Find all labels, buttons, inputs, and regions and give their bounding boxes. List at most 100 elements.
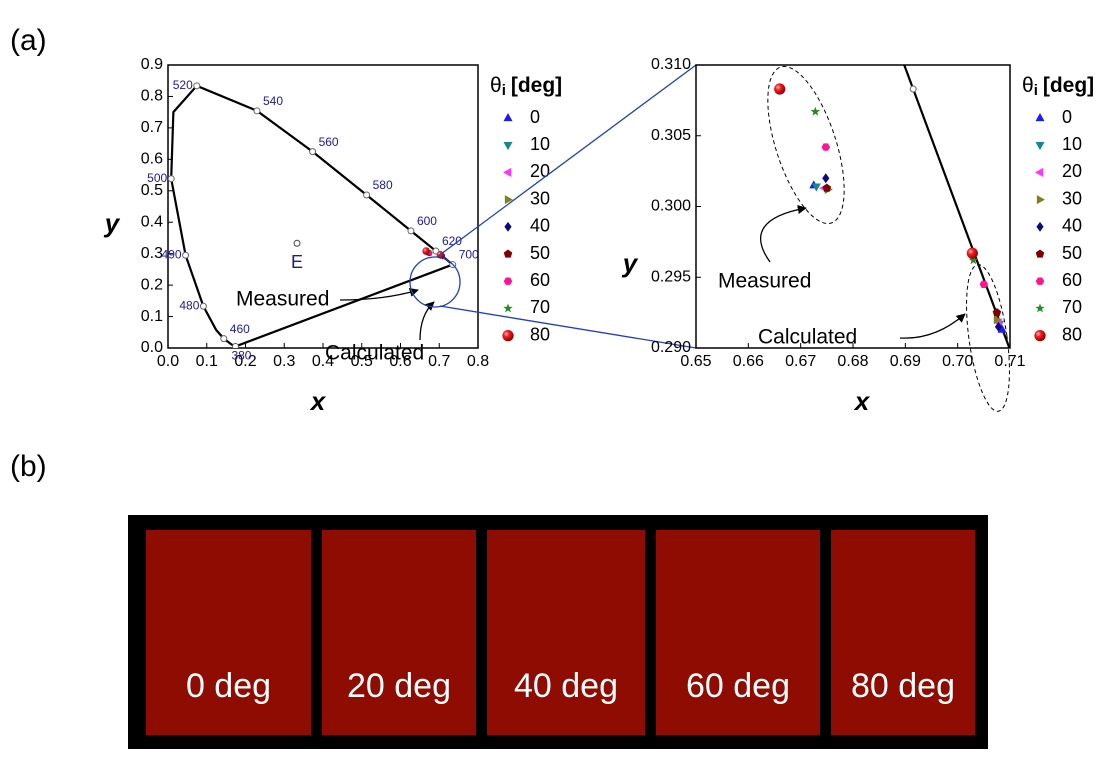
legend-title: θi[deg] (1022, 74, 1094, 99)
legend-marker (504, 250, 513, 258)
annotation: Calculated (758, 326, 857, 349)
wavelength-label: 560 (319, 135, 339, 149)
panel-label: (b) (10, 450, 47, 483)
legend-label: 10 (530, 134, 550, 154)
legend-label: 20 (530, 161, 550, 181)
y-tick-label: 0.1 (141, 308, 163, 325)
group-ellipse (959, 262, 1017, 414)
y-tick-label: 0.0 (141, 339, 163, 356)
locus-point (194, 83, 200, 89)
legend-title-part: [deg] (511, 74, 562, 97)
legend-marker (503, 168, 511, 177)
locus-point (310, 149, 316, 155)
x-tick-label: 0.69 (890, 353, 921, 370)
x-tick-label: 0.67 (785, 353, 816, 370)
marker (822, 143, 831, 150)
legend-marker (502, 330, 513, 341)
figure: (a) (b) 0.00.10.20.30.40.50.60.70.80.00.… (0, 0, 1120, 756)
legend-marker (1036, 113, 1045, 121)
legend-marker (1034, 330, 1045, 341)
legend-marker (1036, 222, 1043, 232)
annotation-arrow (900, 314, 965, 338)
annotation-arrow (761, 208, 806, 262)
marker (422, 247, 430, 255)
legend-marker (1036, 278, 1045, 285)
marker (811, 107, 820, 116)
legend-marker (1035, 168, 1043, 177)
x-tick-label: 0.68 (837, 353, 868, 370)
legend-marker (1037, 195, 1045, 204)
x-axis-label: x (853, 386, 871, 416)
legend-label: 50 (1062, 243, 1082, 263)
zoom-circle (410, 257, 460, 307)
legend-label: 80 (530, 324, 550, 344)
y-tick-label: 0.295 (651, 268, 691, 285)
legend-label: 10 (1062, 134, 1082, 154)
wavelength-label: 500 (147, 171, 167, 185)
legend-marker (504, 142, 513, 150)
photo-label: 0 deg (186, 667, 271, 705)
panel-label: (a) (10, 24, 47, 57)
annotation: Measured (236, 288, 329, 311)
annotation: Measured (718, 270, 811, 293)
y-axis-label: y (621, 248, 639, 278)
locus-point (408, 228, 414, 234)
marker (822, 173, 829, 183)
legend-label: 60 (530, 270, 550, 290)
x-tick-label: 0.71 (994, 353, 1025, 370)
x-tick-label: 0.1 (196, 353, 218, 370)
wavelength-label: 580 (373, 178, 393, 192)
legend-marker (1036, 142, 1045, 150)
y-tick-label: 0.3 (141, 245, 163, 262)
legend-label: 80 (1062, 324, 1082, 344)
legend-title-part: [deg] (1043, 74, 1094, 97)
wavelength-label: 540 (263, 94, 283, 108)
wavelength-label: 480 (179, 298, 199, 312)
marker (967, 248, 978, 259)
white-point-label: E (291, 252, 303, 272)
locus-point (254, 108, 260, 114)
legend-marker (504, 113, 513, 121)
legend-label: 0 (1062, 107, 1072, 127)
y-tick-label: 0.4 (141, 213, 163, 230)
y-tick-label: 0.2 (141, 276, 163, 293)
y-axis-label: y (103, 208, 121, 238)
locus-point (183, 252, 189, 258)
legend-marker (505, 195, 513, 204)
legend-label: 70 (530, 297, 550, 317)
locus-point (364, 192, 370, 198)
photo-label: 80 deg (851, 667, 955, 705)
white-point (294, 240, 300, 246)
x-tick-label: 0.3 (273, 353, 295, 370)
y-tick-label: 0.6 (141, 151, 163, 168)
legend-label: 60 (1062, 270, 1082, 290)
wavelength-label: 520 (173, 78, 193, 92)
marker (774, 83, 785, 94)
plot-frame (696, 65, 1010, 348)
legend-label: 30 (530, 188, 550, 208)
marker (823, 184, 832, 192)
y-tick-label: 0.9 (141, 56, 163, 73)
annotation: Calculated (325, 342, 424, 365)
legend-title: θi[deg] (490, 74, 562, 99)
wavelength-label: 460 (230, 322, 250, 336)
annotation-arrow (420, 302, 434, 340)
legend-marker (1035, 303, 1044, 312)
wavelength-label: 700 (459, 248, 479, 262)
legend-label: 0 (530, 107, 540, 127)
photo-label: 20 deg (347, 667, 451, 705)
group-ellipse (752, 58, 860, 233)
legend-marker (504, 222, 511, 232)
wavelength-label: 600 (417, 214, 437, 228)
y-tick-label: 0.300 (651, 198, 691, 215)
legend-label: 40 (530, 216, 550, 236)
x-axis-label: x (309, 386, 327, 416)
x-tick-label: 0.8 (467, 353, 489, 370)
x-tick-label: 0.70 (942, 353, 973, 370)
legend-marker (503, 303, 512, 312)
photo-label: 40 deg (514, 667, 618, 705)
x-tick-label: 0.66 (733, 353, 764, 370)
y-tick-label: 0.310 (651, 56, 691, 73)
locus-point (200, 303, 206, 309)
locus-point (168, 176, 174, 182)
